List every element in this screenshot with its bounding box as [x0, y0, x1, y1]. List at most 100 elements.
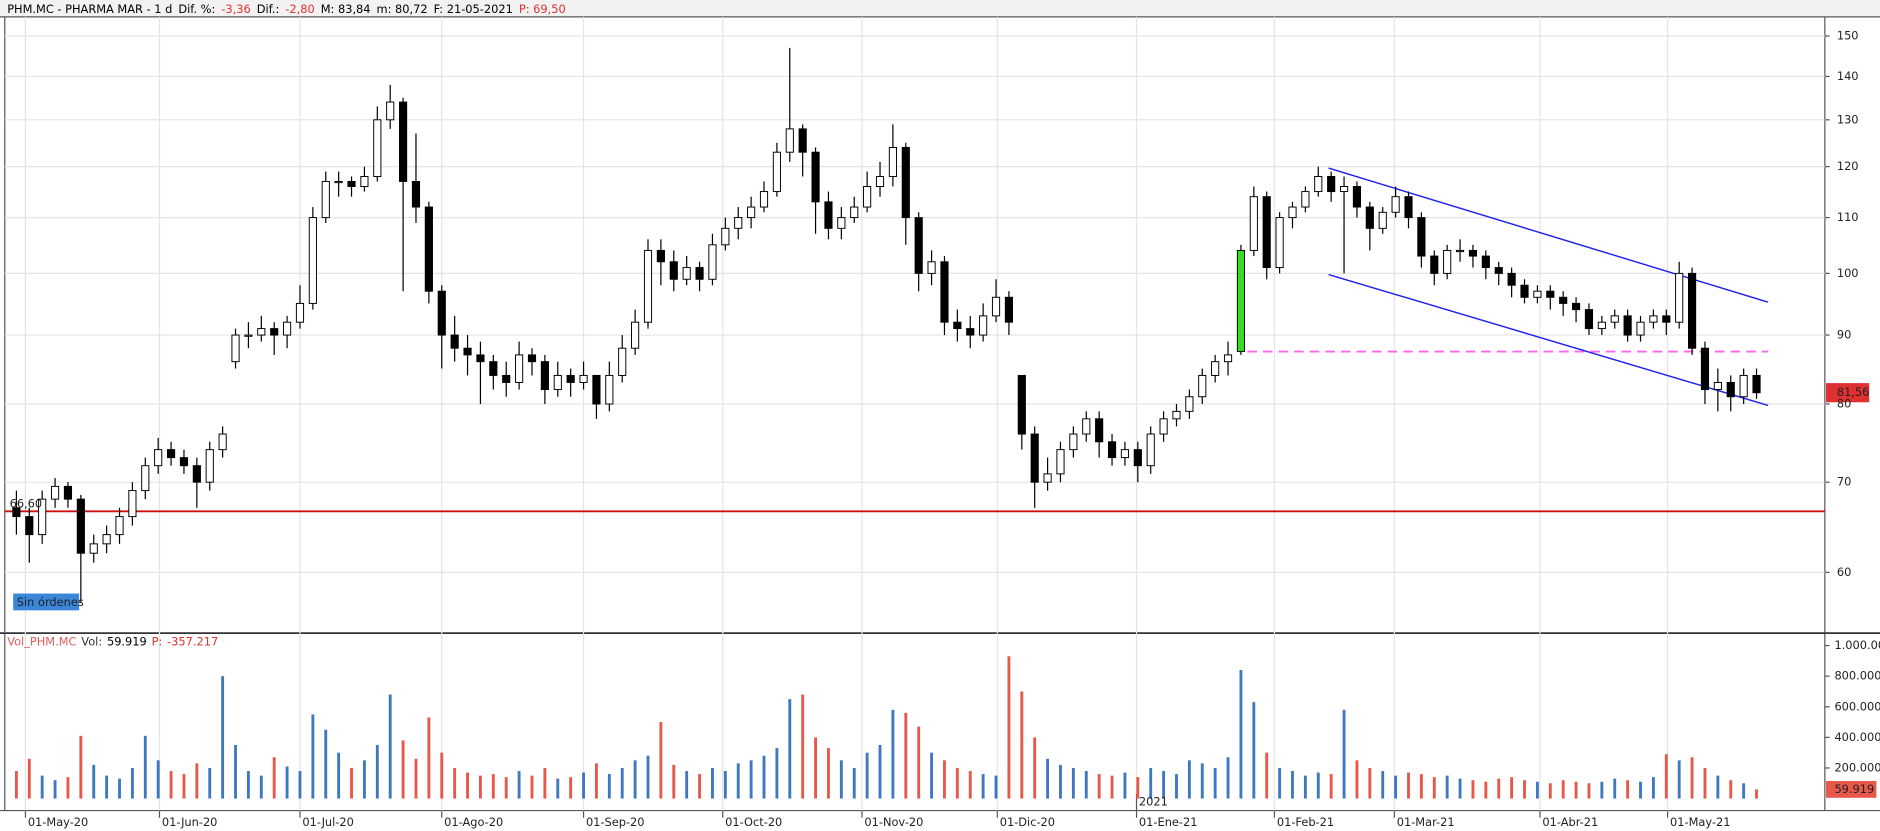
- header-item: -2,80: [285, 2, 314, 16]
- candle-body: [411, 180, 421, 208]
- candle-body: [489, 361, 498, 376]
- volume-bar: [478, 775, 482, 799]
- candle-body: [321, 180, 330, 219]
- candle-body: [515, 354, 524, 383]
- candle-body: [914, 217, 923, 274]
- candle-body: [1339, 186, 1349, 193]
- candle-body: [592, 374, 601, 405]
- volume-bar: [891, 709, 895, 799]
- candle-body: [437, 290, 446, 336]
- volume-bar: [375, 745, 379, 799]
- volume-bar: [698, 774, 701, 799]
- candle-body: [798, 128, 807, 153]
- volume-header-item: 59.919: [107, 634, 147, 648]
- volume-bar: [1639, 781, 1642, 799]
- candle-body: [1404, 196, 1413, 219]
- x-tick-label: 01-May-20: [28, 815, 88, 829]
- candle-body: [283, 321, 292, 336]
- candle-body: [734, 217, 743, 229]
- candle-body: [50, 485, 60, 500]
- candle-body: [540, 361, 549, 391]
- candle-body: [399, 101, 408, 182]
- volume-bar: [556, 778, 560, 799]
- volume-bar: [1548, 783, 1552, 799]
- volume-bar: [1136, 777, 1140, 799]
- volume-bar: [1162, 771, 1166, 799]
- y-tick-label: 60: [1837, 565, 1851, 579]
- candle-body: [1726, 381, 1735, 398]
- candle-body: [89, 543, 98, 554]
- candle-body: [38, 498, 47, 536]
- candle-body: [991, 296, 1001, 317]
- volume-bar: [1458, 778, 1462, 799]
- candle-body: [747, 206, 756, 219]
- candle-body: [166, 449, 176, 459]
- volume-bar: [620, 767, 624, 799]
- volume-bar: [1535, 781, 1539, 799]
- last-volume-tag: [1826, 781, 1877, 798]
- volume-bar: [1278, 767, 1282, 799]
- candle-body: [1455, 249, 1465, 253]
- support-label: 66,60: [10, 497, 43, 511]
- candle-body: [1056, 449, 1065, 475]
- volume-bar: [1381, 771, 1385, 799]
- volume-tick-label: 400.000: [1834, 730, 1880, 744]
- candle-body: [553, 374, 562, 391]
- volume-bar: [775, 748, 779, 799]
- volume-bar: [1252, 702, 1256, 799]
- x-tick-label: 01-Dic-20: [1000, 815, 1055, 829]
- x-tick-label: 01-Sep-20: [586, 815, 645, 829]
- candle-body: [811, 151, 820, 203]
- volume-bar: [827, 748, 830, 799]
- volume-bar: [1239, 670, 1243, 799]
- volume-bar: [1677, 760, 1681, 799]
- last-price-tag: [1826, 383, 1870, 403]
- volume-bar: [943, 760, 946, 799]
- note-label: Sin órdenes: [17, 595, 84, 609]
- volume-bar: [1651, 777, 1655, 799]
- volume-bar: [208, 767, 212, 799]
- volume-bar: [1407, 772, 1410, 799]
- header-item: F: 21-05-2021: [434, 2, 513, 16]
- candle-body: [1443, 249, 1452, 274]
- candle-body: [1675, 272, 1684, 323]
- candle-body: [631, 321, 640, 349]
- volume-bar: [1600, 781, 1604, 799]
- channel-line: [1328, 273, 1769, 407]
- y-tick-label: 130: [1837, 112, 1859, 126]
- volume-bar: [1226, 757, 1230, 799]
- volume-bar: [1484, 781, 1488, 799]
- candle-body: [295, 302, 305, 323]
- year-label: 2021: [1139, 795, 1168, 809]
- volume-bar: [1419, 774, 1423, 799]
- candle-body: [863, 186, 872, 208]
- volume-bar: [414, 758, 418, 799]
- volume-bar: [79, 735, 83, 799]
- candle-body: [1700, 347, 1710, 391]
- candle-body: [669, 261, 678, 280]
- candle-body: [102, 534, 111, 545]
- volume-bar: [362, 760, 366, 799]
- candle-body: [192, 465, 201, 483]
- x-tick-label: 01-Jun-20: [162, 815, 218, 829]
- header-item: M: 83,84: [321, 2, 371, 16]
- candle-body: [244, 334, 253, 337]
- candle-body: [1494, 267, 1503, 274]
- volume-header-item: P:: [152, 634, 163, 648]
- volume-bar: [182, 774, 186, 799]
- volume-bar: [221, 676, 225, 799]
- candle-body: [179, 457, 189, 467]
- volume-bar: [105, 775, 109, 799]
- header-bar: [0, 0, 1880, 17]
- candle-body: [347, 180, 356, 187]
- candle-body: [1365, 206, 1374, 229]
- candle-body: [759, 191, 769, 208]
- volume-bar: [1187, 760, 1191, 799]
- volume-bar: [130, 767, 134, 799]
- candle-body: [1597, 321, 1606, 330]
- volume-bar: [723, 771, 727, 799]
- volume-bar: [1007, 656, 1011, 799]
- candle-body: [1172, 410, 1181, 420]
